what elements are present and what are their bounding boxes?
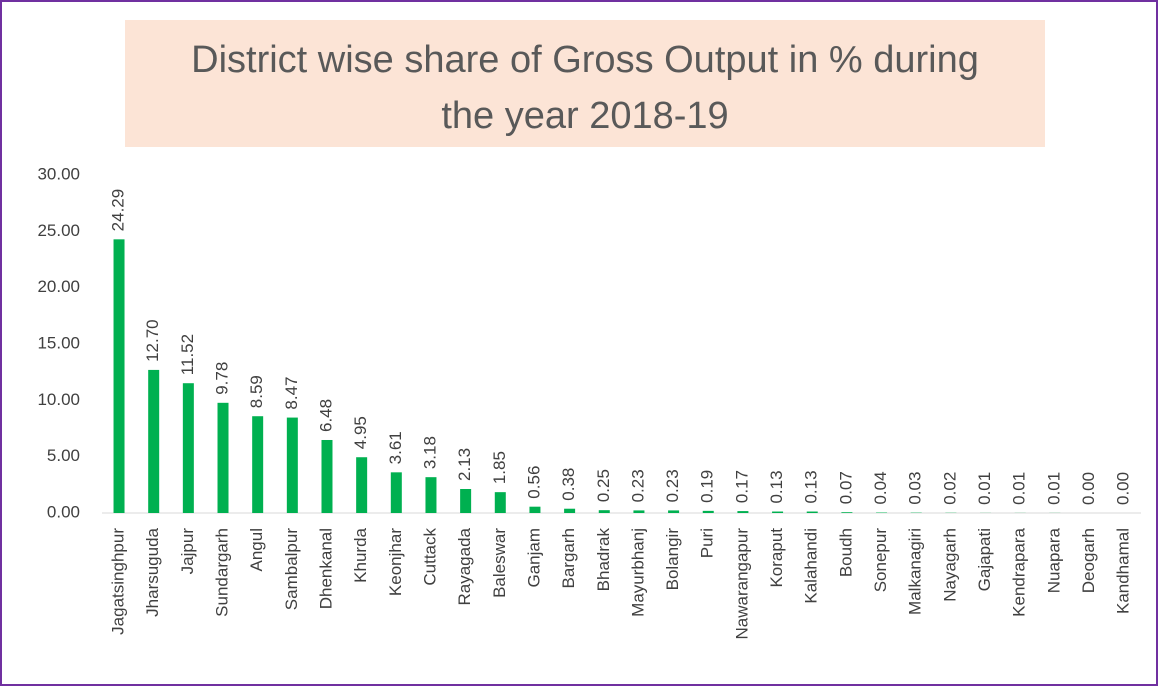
x-tick-label: Baleswar: [490, 528, 509, 598]
bar: [356, 457, 368, 513]
x-tick-label: Bhadrak: [594, 528, 613, 592]
x-tick-label: Ganjam: [524, 528, 543, 588]
value-label: 6.48: [316, 399, 335, 432]
value-label: 0.13: [802, 470, 821, 503]
value-label: 4.95: [351, 416, 370, 449]
value-label: 8.59: [247, 375, 266, 408]
value-label: 3.18: [420, 436, 439, 469]
y-tick-label: 15.00: [37, 333, 80, 352]
bar: [286, 417, 298, 513]
title-box: [125, 20, 1045, 147]
x-tick-label: Puri: [698, 528, 717, 558]
value-label: 3.61: [386, 431, 405, 464]
x-tick-label: Boudh: [836, 528, 855, 577]
bar: [425, 477, 437, 513]
bar: [772, 511, 784, 513]
value-label: 0.23: [628, 469, 647, 502]
value-label: 0.00: [1079, 472, 1098, 505]
bar: [113, 239, 125, 513]
x-tick-label: Gajapati: [975, 528, 994, 591]
value-label: 0.13: [767, 470, 786, 503]
x-tick-label: Dhenkanal: [316, 528, 335, 609]
bar: [841, 512, 853, 513]
x-tick-label: Khurda: [351, 527, 370, 582]
x-tick-label: Sambalpur: [282, 528, 301, 611]
y-tick-label: 20.00: [37, 277, 80, 296]
x-tick-label: Sonepur: [871, 528, 890, 593]
value-label: 0.38: [559, 468, 578, 501]
bar: [806, 511, 818, 513]
bar: [460, 489, 472, 513]
value-label: 0.25: [594, 469, 613, 502]
value-label: 24.29: [109, 189, 128, 232]
chart-title: District wise share of Gross Output in %…: [191, 39, 979, 137]
x-tick-label: Kandhamal: [1114, 528, 1133, 614]
x-tick-label: Bargarh: [559, 528, 578, 588]
value-label: 0.23: [663, 469, 682, 502]
y-tick-label: 30.00: [37, 164, 80, 183]
x-tick-label: Koraput: [767, 528, 786, 588]
x-tick-label: Sundargarh: [212, 528, 231, 617]
y-tick-label: 10.00: [37, 390, 80, 409]
value-label: 0.01: [1010, 472, 1029, 505]
bar: [702, 510, 714, 513]
x-tick-label: Jagatsinghpur: [109, 528, 128, 635]
value-label: 0.04: [871, 471, 890, 504]
value-label: 12.70: [143, 319, 162, 362]
bar: [390, 472, 402, 513]
bar: [737, 511, 749, 513]
value-label: 0.07: [836, 471, 855, 504]
value-label: 0.02: [940, 472, 959, 505]
x-tick-label: Kendrapara: [1010, 527, 1029, 616]
x-tick-label: Rayagada: [455, 527, 474, 605]
y-tick-label: 5.00: [47, 446, 80, 465]
bar: [182, 383, 194, 513]
value-label: 0.17: [732, 470, 751, 503]
x-tick-label: Cuttack: [420, 528, 439, 586]
x-tick-label: Mayurbhanj: [628, 528, 647, 617]
bar: [633, 510, 645, 513]
x-tick-label: Nuapara: [1044, 527, 1063, 593]
value-label: 1.85: [490, 451, 509, 484]
x-tick-label: Deogarh: [1079, 528, 1098, 593]
x-tick-label: Keonjhar: [386, 528, 405, 596]
value-label: 0.56: [524, 466, 543, 499]
value-label: 0.01: [975, 472, 994, 505]
y-tick-label: 25.00: [37, 221, 80, 240]
y-tick-label: 0.00: [47, 502, 80, 521]
bar: [148, 369, 160, 513]
x-tick-label: Bolangir: [663, 528, 682, 591]
value-label: 11.52: [178, 334, 197, 375]
x-tick-label: Nayagarh: [940, 528, 959, 602]
value-label: 0.00: [1114, 472, 1133, 505]
bar: [321, 439, 333, 513]
bar: [564, 508, 576, 513]
x-tick-label: Jharsuguda: [143, 527, 162, 616]
x-tick-label: Angul: [247, 528, 266, 571]
bar: [252, 416, 264, 513]
value-label: 0.01: [1044, 472, 1063, 505]
value-label: 9.78: [212, 362, 231, 395]
bar: [529, 506, 541, 513]
x-tick-label: Jajpur: [178, 528, 197, 575]
x-tick-label: Malkanagiri: [906, 528, 925, 615]
bar: [668, 510, 680, 513]
value-label: 0.19: [698, 470, 717, 503]
bar: [217, 402, 229, 513]
x-tick-label: Kalahandi: [802, 528, 821, 604]
bar: [494, 492, 506, 513]
value-label: 0.03: [906, 472, 925, 505]
x-tick-label: Nawarangapur: [732, 528, 751, 640]
value-label: 2.13: [455, 448, 474, 481]
value-label: 8.47: [282, 376, 301, 409]
bar: [598, 510, 610, 513]
